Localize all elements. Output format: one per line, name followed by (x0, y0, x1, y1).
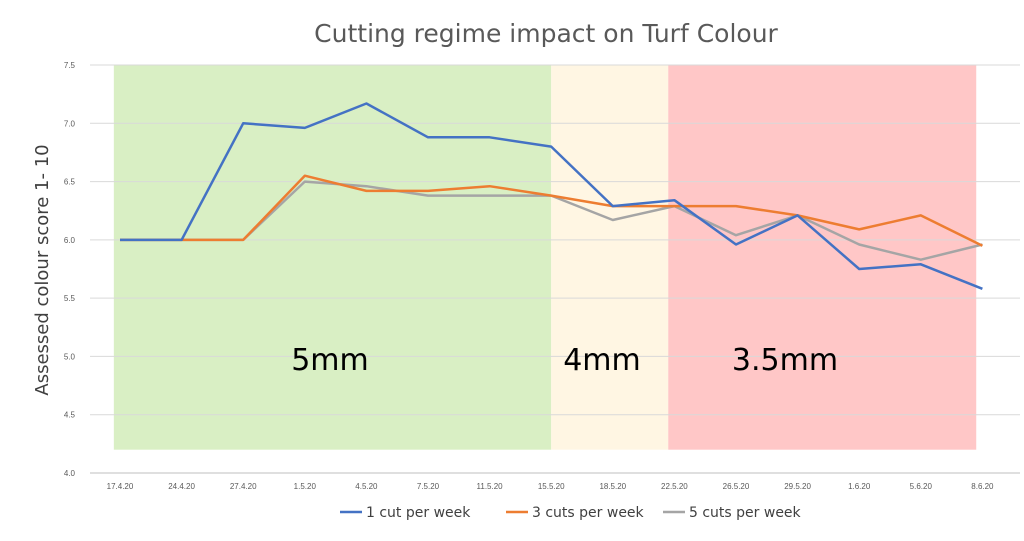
series-line-0 (120, 102, 983, 290)
y-tick-label: 6.0 (64, 236, 76, 245)
x-tick-label: 18.5.20 (599, 482, 626, 491)
y-tick-label: 7.0 (64, 119, 76, 128)
x-tick-label: 29.5.20 (784, 482, 811, 491)
y-axis-ticks: 4.0 4.5 5.0 5.5 6.0 6.5 7.0 7.5 (64, 61, 76, 478)
zone-label-0: 5mm (291, 343, 369, 378)
x-tick-label: 17.4.20 (107, 482, 134, 491)
legend-label-2: 5 cuts per week (689, 505, 802, 521)
zone-band-1 (551, 65, 669, 450)
zone-label-1: 4mm (563, 343, 641, 378)
x-tick-label: 8.6.20 (971, 482, 994, 491)
y-tick-label: 6.5 (64, 178, 76, 187)
zone-band-2 (668, 65, 977, 450)
legend: 1 cut per week 3 cuts per week 5 cuts per … (340, 505, 802, 521)
x-tick-label: 11.5.20 (477, 482, 504, 491)
zone-band-0 (113, 65, 552, 450)
x-tick-label: 24.4.20 (168, 482, 195, 491)
x-tick-label: 7.5.20 (417, 482, 440, 491)
zone-label-2: 3.5mm (732, 343, 838, 378)
y-tick-label: 4.5 (64, 411, 76, 420)
x-tick-label: 1.5.20 (294, 482, 317, 491)
series-lines (120, 102, 983, 290)
legend-label-1: 3 cuts per week (532, 505, 645, 521)
y-tick-label: 7.5 (64, 61, 76, 70)
x-tick-label: 27.4.20 (230, 482, 257, 491)
x-tick-label: 22.5.20 (661, 482, 688, 491)
x-tick-label: 4.5.20 (355, 482, 378, 491)
x-tick-label: 15.5.20 (538, 482, 565, 491)
y-tick-label: 5.5 (64, 294, 76, 303)
y-tick-label: 5.0 (64, 352, 76, 361)
zone-labels: 5mm 4mm 3.5mm (291, 343, 838, 378)
chart-title: Cutting regime impact on Turf Colour (314, 19, 778, 48)
x-tick-label: 5.6.20 (910, 482, 933, 491)
x-tick-label: 1.6.20 (848, 482, 871, 491)
x-tick-label: 26.5.20 (723, 482, 750, 491)
y-axis-label: Assessed colour score 1- 10 (32, 144, 53, 395)
x-axis-ticks: 17.4.20 24.4.20 27.4.20 1.5.20 4.5.20 7.5.20 1… (107, 482, 994, 491)
legend-label-0: 1 cut per week (366, 505, 471, 521)
series-line-1 (120, 174, 983, 247)
y-tick-label: 4.0 (64, 469, 76, 478)
zone-bands (113, 65, 977, 450)
